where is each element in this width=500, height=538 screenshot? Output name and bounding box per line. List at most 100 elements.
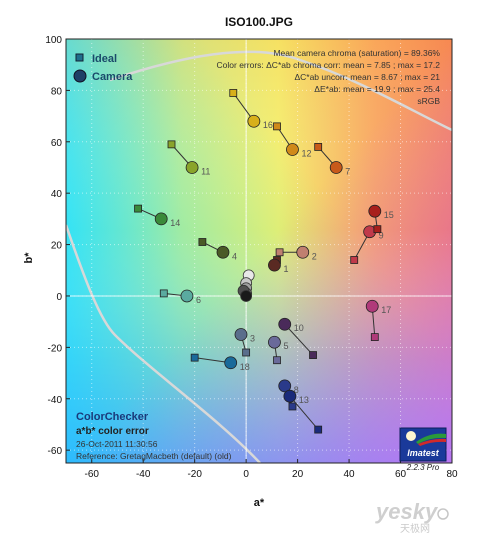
ideal-point-15 (373, 225, 382, 234)
camera-point-7 (329, 161, 343, 174)
axes: -60 -40 -20 0 20 40 60 80 -60 -40 -20 0 20 40 60 80 100 (45, 35, 458, 480)
camera-point-13 (283, 389, 297, 403)
ideal-point-7 (314, 143, 323, 151)
y-tick-label: 100 (45, 35, 62, 46)
ideal-point-12 (273, 122, 281, 131)
y-tick-label: -20 (48, 343, 63, 354)
y-tick-label: 60 (51, 138, 63, 149)
info-box: ColorChecker a*b* color error 26-Oct-201… (76, 411, 232, 461)
ideal-point-14 (134, 204, 142, 213)
legend: Ideal Camera (73, 53, 133, 83)
stats-line-dc-uncorr: ΔC*ab uncorr: mean = 8.67 ; max = 21 (294, 72, 440, 82)
ideal-point-10 (309, 351, 317, 359)
patch-label-4: 4 (232, 251, 237, 261)
x-tick-label: 40 (344, 469, 356, 480)
camera-point-18 (224, 356, 238, 370)
legend-ideal-marker (75, 53, 84, 62)
y-tick-label: 40 (51, 189, 63, 200)
patch-label-15: 15 (384, 210, 394, 220)
x-axis-label: a* (254, 497, 265, 509)
info-reference: Reference: GretagMacbeth (default) (old) (76, 451, 232, 461)
ideal-point-8 (288, 402, 297, 411)
imatest-logo: Imatest 2.2.3 Pro (399, 427, 447, 472)
logo-version: 2.2.3 Pro (406, 463, 440, 472)
error-line-10 (284, 323, 314, 356)
legend-camera-marker (73, 69, 87, 83)
stats-line-dc-corr: Color errors: ΔC*ab chroma corr: mean = … (217, 60, 441, 70)
camera-point-15 (368, 204, 382, 218)
legend-camera-label: Camera (92, 71, 133, 83)
ideal-point-17 (370, 333, 379, 341)
ideal-point-11 (167, 140, 176, 149)
stats-line-colorspace: sRGB (417, 96, 440, 106)
patch-label-6: 6 (196, 295, 201, 305)
patch-label-13: 13 (299, 395, 309, 405)
patch-label-11: 11 (201, 166, 210, 176)
camera-point-14 (154, 212, 168, 226)
camera-point-12 (286, 143, 299, 156)
ideal-point-9 (350, 256, 359, 264)
watermark: yesky 天极网 (375, 499, 449, 535)
patch-label-5: 5 (283, 341, 288, 351)
logo-brand: Imatest (407, 448, 440, 458)
patch-label-2: 2 (312, 251, 317, 261)
info-date: 26-Oct-2011 11:30:56 (76, 439, 158, 449)
y-tick-label: 20 (51, 241, 63, 252)
stats-line-chroma: Mean camera chroma (saturation) = 89.36% (273, 48, 440, 58)
camera-point-8 (278, 379, 292, 393)
camera-point-3 (234, 328, 248, 341)
x-tick-label: -60 (85, 469, 100, 480)
x-tick-label: 20 (292, 469, 304, 480)
error-line-13 (289, 395, 319, 430)
x-tick-label: -40 (136, 469, 151, 480)
info-subtitle: a*b* color error (76, 426, 149, 437)
stats-line-de: ΔE*ab: mean = 19.9 ; max = 25.4 (314, 84, 440, 94)
patch-label-1: 1 (283, 264, 288, 274)
chart-title: ISO100.JPG (225, 15, 293, 29)
ideal-point-6 (159, 289, 168, 298)
gamut-boundary-top (109, 50, 452, 132)
camera-point-6 (180, 289, 194, 303)
ideal-point-18 (190, 353, 199, 362)
x-tick-label: 0 (243, 469, 249, 480)
ideal-point-4 (198, 238, 207, 246)
ideal-point-2 (275, 248, 284, 257)
camera-point-2 (296, 245, 310, 259)
x-tick-label: 80 (446, 469, 458, 480)
info-title: ColorChecker (76, 411, 149, 423)
patch-label-10: 10 (294, 323, 304, 333)
y-tick-label: 80 (51, 86, 63, 97)
stats-box: Mean camera chroma (saturation) = 89.36%… (217, 48, 441, 106)
patch-label-8: 8 (294, 385, 299, 395)
patch-label-3: 3 (250, 334, 255, 344)
patch-label-7: 7 (345, 166, 350, 176)
y-tick-label: -40 (48, 395, 63, 406)
y-axis-label: b* (23, 252, 35, 264)
patch-label-9: 9 (379, 231, 384, 241)
camera-point-5 (268, 335, 281, 349)
watermark-text: yesky (375, 499, 439, 524)
camera-point-16 (247, 114, 261, 128)
camera-point-10 (278, 317, 292, 331)
patch-label-12: 12 (301, 148, 311, 158)
legend-ideal-label: Ideal (92, 53, 117, 65)
ideal-point-5 (273, 356, 281, 365)
ideal-point-16 (229, 89, 238, 97)
x-tick-label: -20 (187, 469, 202, 480)
ideal-point-3 (242, 348, 251, 357)
patch-label-17: 17 (381, 305, 391, 315)
ideal-point-13 (314, 425, 323, 434)
patch-label-14: 14 (170, 218, 180, 228)
plot-frame (65, 38, 453, 464)
neutral-camera-point (240, 290, 253, 302)
gamut-boundary-left (66, 224, 261, 463)
camera-point-17 (365, 299, 379, 313)
patch-label-18: 18 (240, 362, 250, 372)
x-tick-label: 60 (395, 469, 407, 480)
patch-label-16: 16 (263, 120, 273, 130)
plot-background (66, 39, 452, 463)
y-tick-label: -60 (48, 446, 63, 457)
camera-point-11 (185, 161, 199, 174)
y-tick-label: 0 (56, 292, 62, 303)
